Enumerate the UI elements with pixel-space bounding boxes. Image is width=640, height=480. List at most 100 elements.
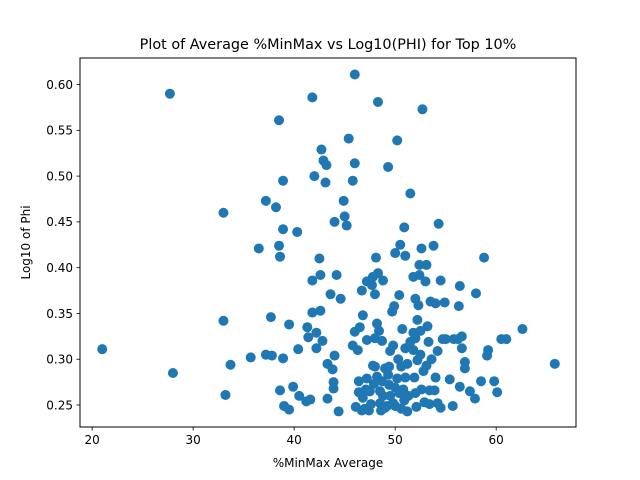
data-point [378,390,389,401]
data-point [349,158,360,169]
y-axis-label: Log10 of Phi [19,205,33,279]
data-point [454,381,465,392]
data-point [307,307,318,318]
data-point [274,115,285,126]
x-tick-label: 50 [388,433,403,447]
data-point [288,381,299,392]
data-point [383,161,394,172]
data-point [284,404,295,415]
y-tick-label: 0.50 [46,169,73,183]
data-point [315,270,326,280]
data-point [341,220,352,231]
data-point [366,280,377,291]
data-point [284,319,295,330]
data-point [453,301,464,312]
y-tick-label: 0.25 [46,398,73,412]
data-point [314,253,325,264]
data-point [245,352,256,363]
x-tick-label: 40 [287,433,302,447]
data-point [311,343,322,354]
data-point [356,285,367,296]
data-point [459,363,470,374]
data-point [432,346,443,356]
data-point [549,358,560,369]
data-point [320,177,331,188]
data-point [402,358,413,369]
data-point [322,393,333,404]
data-point [338,195,349,206]
data-point [361,373,372,384]
data-point [275,385,286,396]
data-point [424,399,435,410]
data-point [394,290,405,301]
data-point [97,344,108,355]
y-tick-label: 0.40 [46,261,73,275]
y-tick-label: 0.60 [46,78,73,92]
chart-title: Plot of Average %MinMax vs Log10(PHI) fo… [140,37,517,53]
data-point [305,394,316,405]
data-point [369,289,380,300]
data-point [390,248,401,259]
data-point [218,207,229,218]
data-point [369,361,380,372]
data-point [321,160,332,171]
data-point [435,402,446,413]
data-point [476,376,487,387]
data-point [303,332,314,343]
data-point [265,312,276,323]
data-point [422,321,433,332]
data-point [456,343,467,354]
data-point [409,372,420,383]
data-point [373,268,383,279]
data-point [470,288,481,299]
data-point [415,325,426,336]
data-point [501,334,512,345]
data-point [429,385,440,396]
data-point [421,259,432,270]
data-point [354,322,365,333]
data-point [420,276,431,287]
axes-frame [79,57,577,428]
data-point [411,401,422,412]
plot-area: 20 30 40 50 60 0.25 0.30 0.35 0.40 0.45 0.50 0.55 0.… [46,69,560,447]
data-point [302,322,313,333]
data-point [353,376,364,387]
y-tick-label: 0.35 [46,307,73,321]
data-point [397,324,408,335]
data-point [364,386,375,397]
data-point [294,390,305,401]
y-tick-label: 0.30 [46,353,73,367]
x-tick-label: 60 [489,433,504,447]
data-point [392,373,403,384]
data-point [167,367,178,378]
data-point [492,387,503,398]
data-point [483,345,494,356]
data-point [389,301,400,312]
data-point [373,96,383,107]
data-point [343,133,354,144]
data-point [327,364,338,375]
data-point [479,252,490,263]
data-point [339,211,350,222]
data-point [444,374,455,385]
data-point [440,334,451,345]
data-point [433,218,444,229]
data-point [218,315,229,326]
data-point [408,345,419,356]
data-point [253,243,264,254]
x-tick-label: 20 [84,433,99,447]
data-point [456,331,467,342]
data-point [415,349,426,360]
data-point [414,259,425,270]
data-point [413,300,424,311]
data-point [399,222,410,233]
data-point [315,305,326,316]
data-point [220,389,231,400]
data-point [293,344,304,355]
data-point [329,216,340,227]
data-point [349,69,360,80]
data-point [260,195,271,206]
data-point [517,324,528,335]
